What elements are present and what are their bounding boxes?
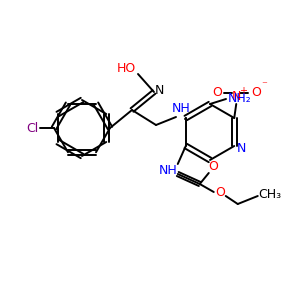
- Text: N: N: [154, 83, 164, 97]
- Text: NH₂: NH₂: [228, 92, 252, 104]
- Text: O: O: [215, 185, 225, 199]
- Text: HO: HO: [116, 61, 136, 74]
- Text: N: N: [237, 142, 246, 155]
- Text: O: O: [212, 85, 222, 98]
- Text: NH: NH: [172, 103, 190, 116]
- Text: NH: NH: [158, 164, 177, 176]
- Text: ⁻: ⁻: [261, 80, 267, 90]
- Text: Cl: Cl: [26, 122, 38, 134]
- Text: O: O: [251, 85, 261, 98]
- Text: O: O: [208, 160, 218, 172]
- Text: +: +: [239, 86, 247, 96]
- Text: N: N: [232, 89, 241, 103]
- Text: CH₃: CH₃: [258, 188, 281, 202]
